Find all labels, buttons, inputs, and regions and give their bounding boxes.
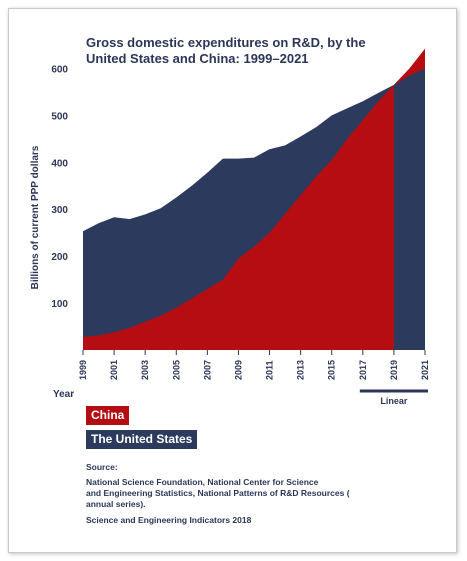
source-label: Source: [86,462,118,472]
chart-title-line-1: Gross domestic expenditures on R&D, by t… [86,35,366,50]
legend-china: China [86,406,130,425]
source-line-1: National Science Foundation, National Ce… [86,477,319,487]
x-tick-label-2001: 2001 [109,360,119,380]
chart-title: Gross domestic expenditures on R&D, by t… [86,35,406,67]
source-line-2: and Engineering Statistics, National Pat… [86,488,350,498]
y-tick-label-600: 600 [51,64,68,75]
y-tick-label-300: 300 [51,205,68,216]
x-tick-label-2013: 2013 [296,360,306,380]
x-tick-label-2009: 2009 [233,360,243,380]
x-tick-label-2015: 2015 [327,360,337,380]
x-tick-label-2019: 2019 [389,360,399,380]
y-tick-label-100: 100 [51,299,68,310]
source-report: Science and Engineering Indicators 2018 [86,515,252,525]
series-area-china-projection [393,48,425,85]
y-axis-label: Billions of current PPP dollars [30,145,41,289]
x-tick-label-1999: 1999 [78,360,88,380]
series-area-china [83,48,425,351]
legend-united-states-label: The United States [91,432,193,446]
y-tick-label-400: 400 [51,158,68,169]
x-tick-label-2007: 2007 [202,360,212,380]
x-tick-label-2011: 2011 [265,360,275,380]
legend-united-states: The United States [86,430,198,449]
source-citation: National Science Foundation, National Ce… [86,477,406,510]
x-tick-label-2005: 2005 [171,360,181,380]
projection-label: Linear [380,396,408,406]
x-tick-label-2021: 2021 [420,360,430,380]
legend-china-label: China [91,408,125,422]
x-tick-label-2017: 2017 [358,360,368,380]
x-tick-label-2003: 2003 [140,360,150,380]
y-tick-label-500: 500 [51,111,68,122]
x-axis-label: Year [53,389,74,400]
source-line-3: annual series). [86,499,146,509]
chart-title-line-2: United States and China: 1999–2021 [86,51,309,66]
y-tick-label-200: 200 [51,252,68,263]
series-area-united-states-projection [393,68,425,350]
